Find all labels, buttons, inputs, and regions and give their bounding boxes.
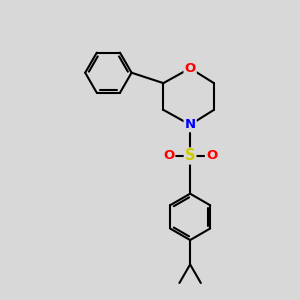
Text: O: O — [206, 149, 217, 162]
Text: N: N — [184, 118, 196, 131]
Text: S: S — [185, 148, 195, 164]
Text: O: O — [184, 62, 196, 75]
Text: O: O — [163, 149, 174, 162]
